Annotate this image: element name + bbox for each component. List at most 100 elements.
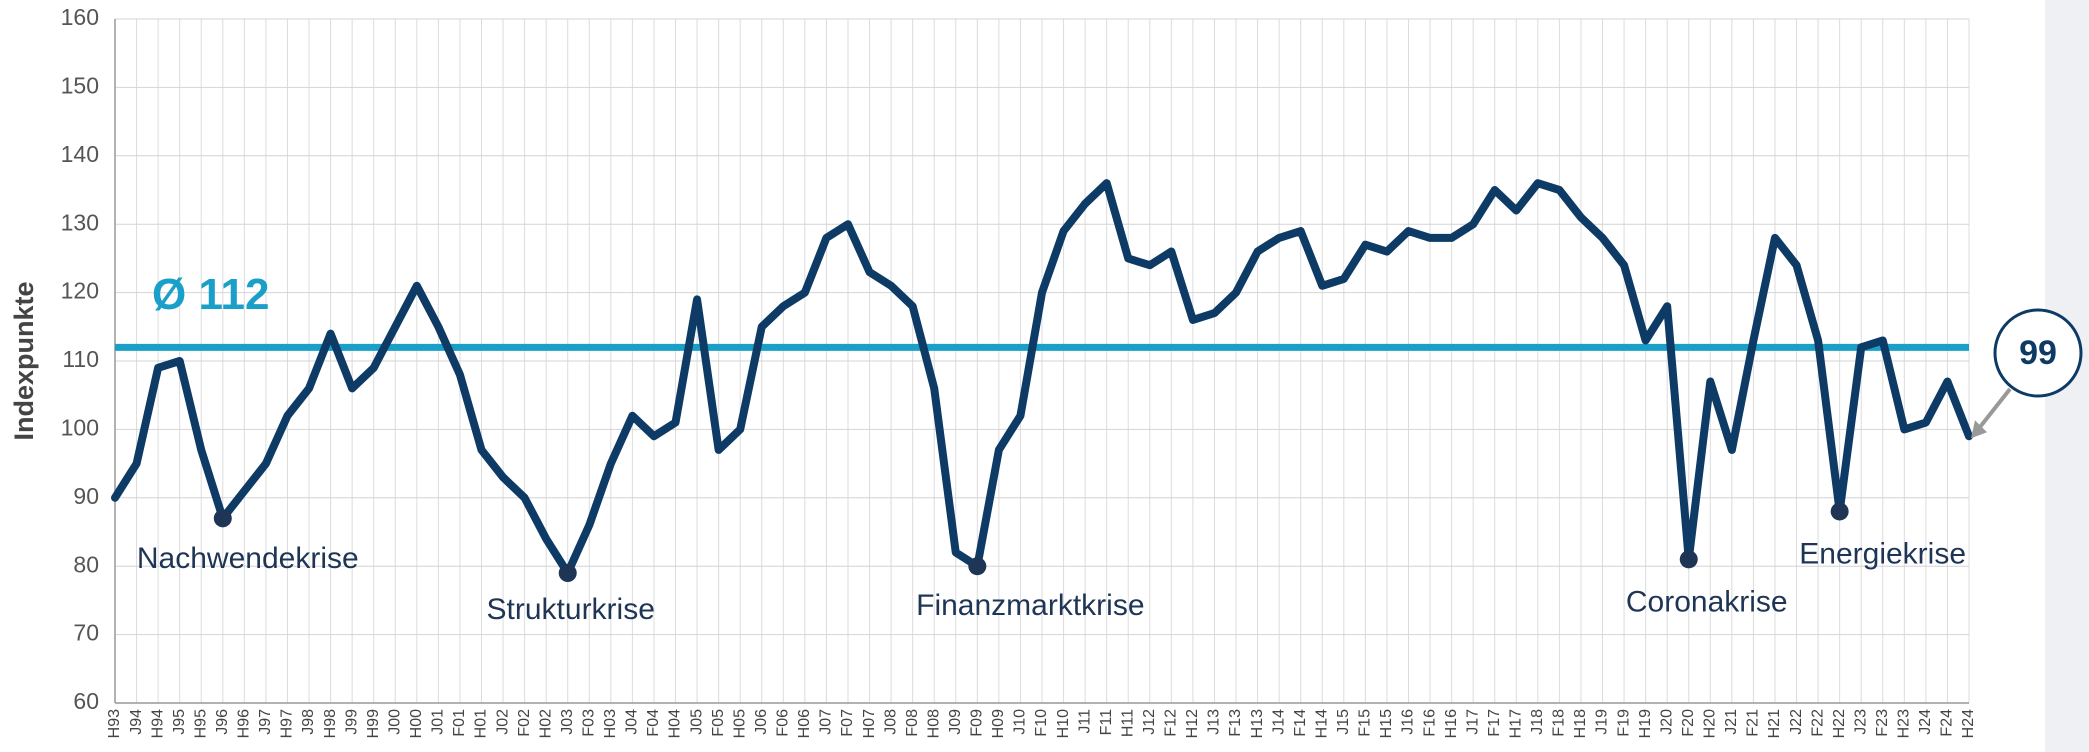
x-tick-label: F13 bbox=[1227, 709, 1244, 737]
x-tick-label: J24 bbox=[1917, 709, 1934, 735]
x-tick-label: F03 bbox=[580, 709, 597, 737]
x-tick-label: J23 bbox=[1852, 709, 1869, 735]
x-tick-label: J06 bbox=[753, 709, 770, 735]
x-tick-label: J17 bbox=[1464, 709, 1481, 735]
y-tick-label: 150 bbox=[61, 72, 99, 98]
x-tick-label: H05 bbox=[731, 709, 748, 738]
x-tick-label: H23 bbox=[1896, 709, 1913, 738]
x-tick-label: H11 bbox=[1119, 709, 1136, 737]
x-tick-label: H14 bbox=[1313, 709, 1330, 738]
x-tick-label: F08 bbox=[904, 709, 921, 737]
x-tick-label: F04 bbox=[645, 709, 662, 737]
x-tick-label: J15 bbox=[1335, 709, 1352, 735]
x-tick-label: H08 bbox=[925, 709, 942, 738]
x-tick-label: F16 bbox=[1421, 709, 1438, 737]
x-tick-label: F21 bbox=[1745, 709, 1762, 737]
x-tick-label: H07 bbox=[861, 709, 878, 738]
y-tick-label: 70 bbox=[73, 620, 99, 646]
x-tick-label: H01 bbox=[473, 709, 490, 738]
callout-value: 99 bbox=[2019, 334, 2057, 372]
x-tick-label: J09 bbox=[947, 709, 964, 735]
x-tick-label: F19 bbox=[1615, 709, 1632, 737]
x-tick-label: F15 bbox=[1357, 709, 1374, 737]
x-tick-label: H13 bbox=[1249, 709, 1266, 738]
x-tick-label: F09 bbox=[969, 709, 986, 737]
x-tick-label: H94 bbox=[149, 709, 166, 738]
x-tick-label: F01 bbox=[451, 709, 468, 737]
x-tick-label: J04 bbox=[624, 709, 641, 735]
x-tick-label: F11 bbox=[1098, 709, 1115, 735]
x-tick-label: J00 bbox=[386, 709, 403, 735]
y-tick-label: 60 bbox=[73, 688, 99, 714]
x-tick-label: J05 bbox=[688, 709, 705, 735]
x-tick-label: J22 bbox=[1788, 709, 1805, 735]
x-tick-label: H98 bbox=[322, 709, 339, 738]
y-tick-label: 160 bbox=[61, 4, 99, 30]
x-tick-label: H02 bbox=[537, 709, 554, 738]
callout-circle bbox=[1993, 308, 2083, 398]
x-tick-label: F06 bbox=[775, 709, 792, 737]
x-tick-label: H22 bbox=[1831, 709, 1848, 738]
crisis-label: Strukturkrise bbox=[487, 593, 655, 626]
x-tick-label: J12 bbox=[1141, 709, 1158, 735]
x-tick-label: J16 bbox=[1400, 709, 1417, 735]
crisis-label: Coronakrise bbox=[1626, 585, 1788, 618]
x-tick-label: H19 bbox=[1637, 709, 1654, 738]
x-tick-label: J98 bbox=[300, 709, 317, 735]
x-tick-label: F17 bbox=[1486, 709, 1503, 737]
x-tick-label: F14 bbox=[1292, 709, 1309, 737]
x-tick-label: F07 bbox=[839, 709, 856, 737]
x-tick-label: F24 bbox=[1939, 709, 1956, 737]
x-tick-label: J20 bbox=[1658, 709, 1675, 735]
x-tick-label: F05 bbox=[710, 709, 727, 737]
data-line bbox=[111, 179, 1973, 578]
crisis-marker bbox=[1679, 550, 1698, 569]
x-tick-label: H97 bbox=[279, 709, 296, 738]
x-tick-label: H17 bbox=[1507, 709, 1524, 738]
x-tick-label: F10 bbox=[1033, 709, 1050, 737]
x-tick-label: J08 bbox=[882, 709, 899, 735]
x-tick-label: H21 bbox=[1766, 709, 1783, 738]
y-tick-label: 100 bbox=[61, 414, 99, 440]
x-tick-label: J13 bbox=[1206, 709, 1223, 735]
x-tick-label: F18 bbox=[1551, 709, 1568, 737]
x-tick-label: J07 bbox=[818, 709, 835, 735]
x-tick-label: J97 bbox=[257, 709, 274, 735]
x-tick-label: J03 bbox=[559, 709, 576, 735]
x-tick-label: H12 bbox=[1184, 709, 1201, 738]
x-tick-label: J94 bbox=[128, 709, 145, 735]
callout-arrowhead bbox=[1971, 420, 1987, 439]
x-tick-label: J21 bbox=[1723, 709, 1740, 735]
x-tick-label: F20 bbox=[1680, 709, 1697, 737]
x-tick-label: F02 bbox=[516, 709, 533, 737]
x-tick-label: H03 bbox=[602, 709, 619, 738]
y-tick-label: 120 bbox=[61, 278, 99, 304]
x-tick-label: H04 bbox=[667, 709, 684, 738]
x-tick-label: J02 bbox=[494, 709, 511, 735]
x-tick-label: H20 bbox=[1702, 709, 1719, 738]
crisis-marker bbox=[213, 509, 232, 528]
x-tick-label: H09 bbox=[990, 709, 1007, 738]
crisis-label: Nachwendekrise bbox=[137, 542, 359, 575]
x-tick-label: H18 bbox=[1572, 709, 1589, 738]
x-tick-label: J96 bbox=[214, 709, 231, 735]
x-tick-label: H16 bbox=[1443, 709, 1460, 738]
y-tick-label: 110 bbox=[62, 346, 99, 372]
x-tick-label: J01 bbox=[430, 709, 447, 735]
crisis-marker bbox=[558, 564, 577, 583]
x-tick-label: J10 bbox=[1012, 709, 1029, 735]
x-tick-label: J11 bbox=[1076, 709, 1093, 734]
average-label: Ø 112 bbox=[152, 270, 269, 319]
x-tick-label: F12 bbox=[1163, 709, 1180, 737]
x-tick-label: H99 bbox=[365, 709, 382, 738]
y-tick-label: 130 bbox=[61, 209, 99, 235]
x-tick-label: H00 bbox=[408, 709, 425, 738]
x-tick-label: H95 bbox=[192, 709, 209, 738]
x-tick-label: H10 bbox=[1055, 709, 1072, 738]
x-tick-label: H15 bbox=[1378, 709, 1395, 738]
x-tick-label: H93 bbox=[106, 709, 123, 738]
y-tick-label: 140 bbox=[61, 141, 99, 167]
crisis-label: Energiekrise bbox=[1799, 537, 1966, 570]
x-tick-label: J99 bbox=[343, 709, 360, 735]
